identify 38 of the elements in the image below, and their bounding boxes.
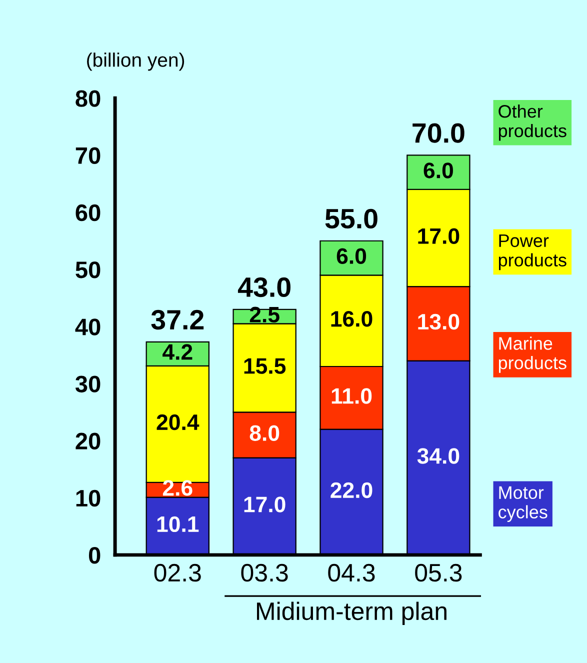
- text: 10.1: [157, 516, 199, 532]
- series-label: Power products: [498, 234, 566, 270]
- text: 4.2: [162, 344, 192, 360]
- y-tick-label: 70: [76, 147, 100, 164]
- text: 16.0: [331, 311, 372, 327]
- series-label: Motor cycles: [498, 486, 548, 522]
- text: 8.0: [250, 425, 280, 441]
- series-label: Marine products: [498, 336, 566, 373]
- x-tick-label: 04.3: [328, 564, 375, 582]
- total-label: 43.0: [238, 277, 290, 298]
- x-tick-label: 03.3: [241, 564, 288, 582]
- text: Midium-term plan: [257, 602, 446, 626]
- y-tick-label: 30: [75, 376, 100, 392]
- y-tick-label: 20: [76, 432, 100, 450]
- text: 17.0: [244, 496, 286, 512]
- total-label: 70.0: [412, 123, 464, 143]
- text: 22.0: [330, 482, 372, 498]
- y-tick-label: 0: [88, 547, 100, 564]
- total-label: 37.2: [151, 310, 204, 330]
- text: 13.0: [418, 314, 460, 330]
- x-tick-label: 05.3: [415, 564, 462, 582]
- text: 2.6: [162, 480, 192, 496]
- total-label: 55.0: [325, 208, 378, 229]
- y-tick-label: 60: [76, 204, 100, 222]
- y-tick-label: 50: [76, 261, 100, 278]
- text: 11.0: [332, 388, 372, 404]
- text: 20.4: [156, 414, 200, 430]
- text: 15.5: [244, 358, 286, 374]
- y-tick-label: 80: [76, 90, 100, 107]
- text: 17.0: [418, 228, 460, 244]
- y-tick-label: 10: [76, 490, 100, 507]
- text: 6.0: [424, 162, 453, 178]
- y-axis-title: (billion yen): [87, 52, 184, 71]
- text: 34.0: [417, 448, 460, 464]
- y-tick-label: 40: [75, 318, 100, 336]
- text: 6.0: [336, 248, 366, 264]
- x-tick-label: 02.3: [154, 564, 201, 582]
- series-label: Other products: [498, 104, 566, 141]
